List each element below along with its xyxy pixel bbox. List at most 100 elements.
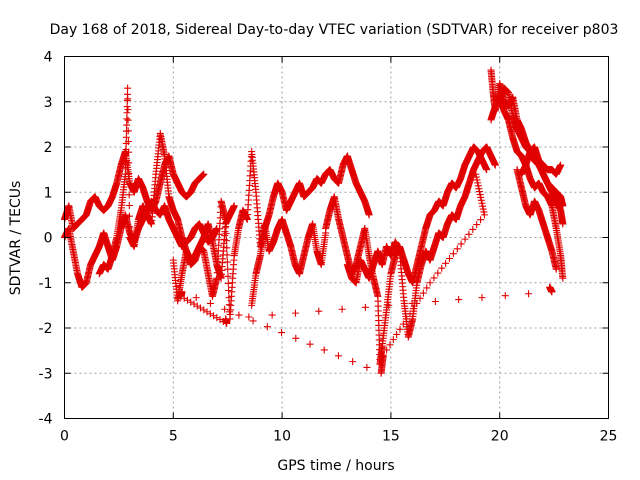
data-point [123,103,131,111]
data-point [552,265,560,273]
data-point [222,237,230,245]
data-point [124,116,132,124]
x-tick-label: 10 [273,429,291,445]
data-point [125,191,133,199]
data-point [409,305,417,313]
data-point [559,220,567,228]
data-point [426,279,434,287]
data-point [263,323,271,331]
data-point [306,340,314,348]
data-point [223,258,231,266]
data-point [222,223,230,231]
data-point [125,202,133,210]
data-point [200,170,208,178]
data-point [125,212,133,220]
data-point [292,334,300,342]
data-point [222,230,230,238]
data-point [419,289,427,297]
data-point [559,202,567,210]
data-point [365,211,373,219]
data-point [474,179,482,187]
data-point [473,221,481,229]
y-tick-label: -1 [39,276,53,292]
data-point [338,305,346,313]
data-point [501,292,509,300]
data-point [559,274,567,282]
data-point [480,208,488,216]
x-tick-label: 0 [60,429,69,445]
x-tick-label: 25 [600,429,618,445]
data-point [122,158,130,166]
series-track-k [517,143,567,210]
data-point [268,311,276,319]
data-point [245,313,253,321]
data-point [125,180,133,188]
chart-title: Day 168 of 2018, Sidereal Day-to-day VTE… [50,22,619,38]
data-point [249,317,257,325]
data-point [125,170,133,178]
data-point [223,244,231,252]
data-point [393,330,401,338]
data-point [349,358,357,366]
data-point [222,215,230,223]
data-point [557,161,565,169]
data-point [479,205,487,213]
data-point [423,284,431,292]
data-point [472,170,480,178]
data-point [472,173,480,181]
series-track-j [496,84,565,178]
data-point [124,84,132,92]
data-point [123,121,131,129]
data-point [385,301,393,309]
data-point [124,138,132,146]
data-point [126,223,134,231]
data-point [122,152,130,160]
data-point [122,133,130,141]
data-point [224,279,232,287]
data-point [491,161,499,169]
x-axis-label: GPS time / hours [277,458,394,474]
data-point [477,193,485,201]
data-point [235,311,243,319]
data-point [476,191,484,199]
data-point [122,164,130,172]
data-point [474,182,482,190]
data-point [416,294,424,302]
data-point [399,320,407,328]
x-tick-label: 15 [382,429,400,445]
y-tick-label: -4 [39,412,53,428]
data-point [278,329,286,337]
data-point [430,274,438,282]
data-point [438,264,446,272]
y-tick-label: -2 [39,321,53,337]
data-point [361,303,369,311]
y-tick-label: 0 [44,231,53,247]
data-point [320,346,328,354]
data-point [406,310,414,318]
data-point [315,307,323,315]
data-point [475,185,483,193]
data-point [525,290,533,298]
data-point [125,148,133,156]
data-point [225,287,233,295]
data-point [206,299,214,307]
x-tick-label: 5 [169,429,178,445]
data-point [548,288,556,296]
data-point [334,352,342,360]
axis-ticks: 0 5 10 15 20 25 -4 -3 -2 -1 0 1 2 3 4 [39,50,618,445]
data-point [478,199,486,207]
data-point [221,305,229,313]
y-axis-label: SDTVAR / TECUs [8,181,24,296]
data-point [479,202,487,210]
data-point [123,109,131,117]
data-point [123,115,131,123]
data-point [124,106,132,114]
data-point [455,296,463,304]
data-point [230,202,238,210]
data-point [363,363,371,371]
data-point [124,95,132,103]
data-point [223,251,231,259]
data-point [225,301,233,309]
series-track-d [169,148,330,323]
